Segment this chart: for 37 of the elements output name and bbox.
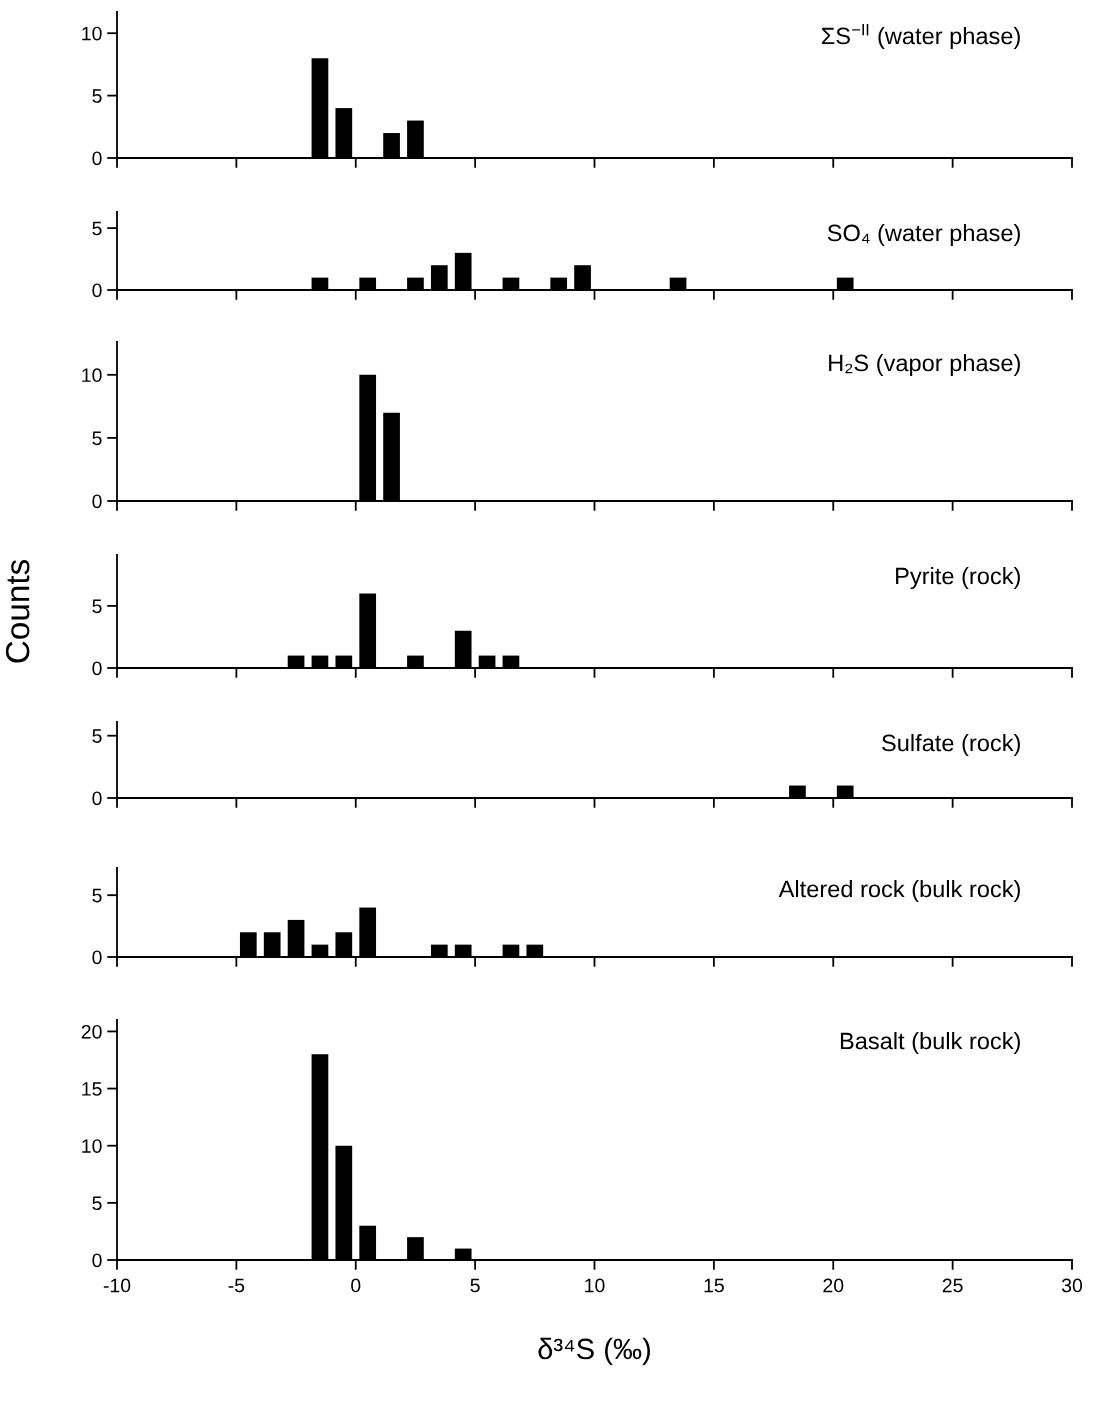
- chart-title: Basalt (bulk rock): [840, 1032, 1020, 1054]
- y-tick-label: 5: [92, 431, 102, 446]
- x-tick-label: 25: [942, 1278, 963, 1293]
- x-tick-label: 20: [823, 1278, 844, 1293]
- y-tick-label: 5: [92, 221, 102, 236]
- chart-title: Altered rock (bulk rock): [778, 880, 1020, 902]
- y-tick-label: 0: [92, 1253, 102, 1268]
- y-tick-label: 5: [92, 599, 102, 614]
- y-tick-label: 0: [92, 950, 102, 965]
- y-tick-label: 5: [92, 729, 102, 743]
- x-tick-label: -10: [103, 1278, 131, 1293]
- y-tick-label: 0: [92, 283, 102, 298]
- x-tick-label: 15: [704, 1278, 724, 1293]
- y-tick-label: 15: [82, 1082, 102, 1096]
- chart-title: H₂S (vapor phase): [829, 354, 1020, 377]
- x-tick-label: -5: [228, 1278, 245, 1293]
- y-tick-label: 20: [81, 1024, 102, 1039]
- y-tick-label: 5: [92, 1196, 102, 1211]
- x-tick-label: 30: [1061, 1278, 1083, 1293]
- y-tick-label: 0: [92, 661, 102, 676]
- y-axis-title: Counts: [5, 559, 30, 663]
- text: ΣS$^{−II}$ (water phase): [821, 24, 1020, 49]
- y-tick-label: 10: [82, 368, 102, 383]
- y-tick-label: 5: [92, 888, 102, 903]
- chart-title: Pyrite (rock): [896, 567, 1020, 590]
- y-tick-label: 0: [92, 151, 102, 166]
- y-tick-label: 10: [82, 1139, 102, 1153]
- y-tick-label: 5: [92, 89, 102, 103]
- x-tick-label: 0: [351, 1278, 361, 1293]
- x-tick-label: 10: [585, 1278, 605, 1293]
- x-axis-title: δ³⁴S (‰): [538, 1337, 650, 1366]
- chart-title: SO₄ (water phase): [827, 224, 1020, 247]
- chart-title: Sulfate (rock): [882, 734, 1020, 756]
- y-tick-label: 0: [92, 494, 102, 509]
- y-tick-label: 10: [82, 26, 102, 41]
- x-tick-label: 5: [470, 1278, 480, 1293]
- y-tick-label: 0: [92, 791, 102, 806]
